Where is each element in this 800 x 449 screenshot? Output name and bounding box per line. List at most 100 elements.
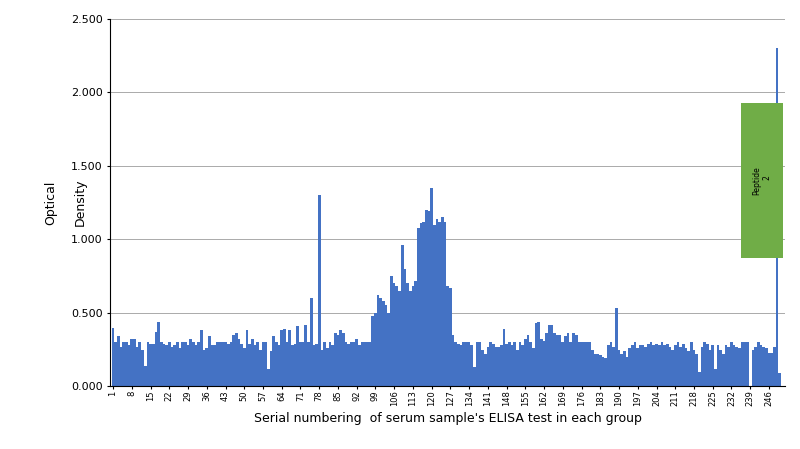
Bar xyxy=(564,336,567,386)
Bar xyxy=(655,343,658,386)
Bar xyxy=(706,343,709,386)
Bar xyxy=(409,291,411,386)
Bar xyxy=(436,219,438,386)
Bar xyxy=(305,325,307,386)
Bar xyxy=(484,354,486,386)
Bar xyxy=(130,339,133,386)
Bar xyxy=(762,347,765,386)
Bar xyxy=(438,222,441,386)
Bar xyxy=(419,223,422,386)
Bar xyxy=(486,347,489,386)
Bar xyxy=(500,345,502,386)
Bar xyxy=(725,345,727,386)
Bar xyxy=(602,357,604,386)
Bar xyxy=(350,342,353,386)
Bar xyxy=(146,342,150,386)
Bar xyxy=(514,342,516,386)
Bar xyxy=(618,350,620,386)
Bar xyxy=(698,372,701,386)
Bar xyxy=(235,334,238,386)
Bar xyxy=(174,345,176,386)
Bar xyxy=(759,345,762,386)
Bar xyxy=(390,276,393,386)
Bar xyxy=(286,342,289,386)
Bar xyxy=(403,269,406,386)
Bar xyxy=(144,366,146,386)
Bar xyxy=(315,343,318,386)
Bar xyxy=(329,342,331,386)
Bar xyxy=(238,339,240,386)
Bar xyxy=(168,342,170,386)
Bar xyxy=(489,342,492,386)
Bar xyxy=(321,350,323,386)
Bar xyxy=(494,347,498,386)
Bar xyxy=(133,339,136,386)
Bar xyxy=(594,354,596,386)
Bar xyxy=(578,342,580,386)
Bar xyxy=(337,335,339,386)
Bar xyxy=(128,345,130,386)
Bar xyxy=(248,343,251,386)
Bar xyxy=(524,339,526,386)
Bar xyxy=(540,339,542,386)
Bar xyxy=(628,348,631,386)
Bar xyxy=(398,291,401,386)
Bar xyxy=(414,281,417,386)
Bar xyxy=(776,48,778,386)
Bar xyxy=(449,288,452,386)
Bar xyxy=(162,343,166,386)
Bar xyxy=(294,343,297,386)
Bar xyxy=(446,286,449,386)
Bar xyxy=(530,342,532,386)
Bar xyxy=(701,347,703,386)
Bar xyxy=(639,345,642,386)
Bar xyxy=(534,323,538,386)
Bar xyxy=(583,342,586,386)
Bar xyxy=(693,350,695,386)
Bar xyxy=(470,345,473,386)
Bar xyxy=(743,342,746,386)
Bar xyxy=(379,298,382,386)
Bar xyxy=(711,345,714,386)
Bar xyxy=(326,348,329,386)
Bar xyxy=(604,358,607,386)
Bar xyxy=(591,350,594,386)
Bar xyxy=(722,354,725,386)
Bar xyxy=(695,354,698,386)
Bar xyxy=(152,343,154,386)
Bar xyxy=(658,345,661,386)
Bar xyxy=(481,350,484,386)
Bar xyxy=(353,342,355,386)
Bar xyxy=(275,342,278,386)
Bar xyxy=(210,345,214,386)
Bar xyxy=(468,342,470,386)
Bar xyxy=(283,329,286,386)
Bar xyxy=(166,345,168,386)
Bar xyxy=(586,342,588,386)
Bar xyxy=(570,342,572,386)
Bar xyxy=(182,342,184,386)
Bar xyxy=(422,222,425,386)
Bar xyxy=(401,245,403,386)
Bar xyxy=(773,347,776,386)
Bar xyxy=(674,345,677,386)
Bar xyxy=(382,301,385,386)
Bar xyxy=(730,342,733,386)
Bar xyxy=(214,345,216,386)
Bar xyxy=(502,329,506,386)
Bar xyxy=(441,217,444,386)
Bar xyxy=(682,343,685,386)
Bar xyxy=(395,286,398,386)
Bar xyxy=(462,342,465,386)
Bar xyxy=(623,351,626,386)
Bar xyxy=(460,345,462,386)
Bar xyxy=(738,348,741,386)
Bar xyxy=(637,348,639,386)
Bar xyxy=(428,211,430,386)
Bar xyxy=(476,342,478,386)
Bar xyxy=(198,342,200,386)
Bar xyxy=(120,347,122,386)
Bar xyxy=(767,352,770,386)
Bar xyxy=(406,283,409,386)
Bar xyxy=(572,334,575,386)
